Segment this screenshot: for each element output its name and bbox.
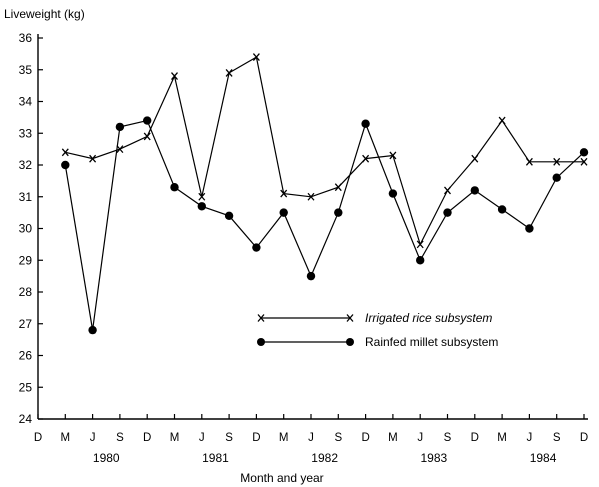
dot-point-marker	[416, 256, 425, 265]
y-axis: 24 25 26 27 28 29 30 31 32 33 34 35 36	[19, 31, 43, 426]
x-tick-label: J	[308, 432, 314, 444]
y-tick-label: 32	[19, 158, 33, 172]
x-tick-label: S	[444, 432, 452, 444]
x-point-marker	[280, 189, 288, 198]
x-point-marker	[61, 148, 69, 157]
x-tick-label: M	[388, 432, 398, 444]
dot-point-marker	[361, 119, 370, 128]
x-tick-label: D	[143, 432, 151, 444]
x-tick-label: J	[199, 432, 205, 444]
y-tick-label: 30	[19, 222, 33, 236]
dot-point-marker	[143, 116, 152, 125]
x-tick-label: M	[279, 432, 289, 444]
x-tick-label: D	[361, 432, 369, 444]
legend-x-marker	[257, 314, 265, 322]
y-axis-title: Liveweight (kg)	[4, 7, 85, 21]
y-tick-label: 36	[19, 31, 33, 45]
series-irrigated-rice	[61, 53, 588, 249]
x-point-marker	[471, 154, 479, 163]
year-label: 1982	[311, 451, 338, 465]
y-tick-label: 29	[19, 253, 33, 267]
series-line	[65, 56, 584, 246]
x-point-marker	[334, 183, 342, 192]
dot-point-marker	[470, 186, 479, 195]
legend-label: Irrigated rice subsystem	[365, 311, 492, 325]
dot-point-marker	[88, 325, 97, 335]
dot-point-marker	[170, 183, 179, 192]
dot-point-marker	[579, 148, 589, 157]
legend-label: Rainfed millet subsystem	[365, 335, 498, 349]
year-label: 1983	[420, 451, 447, 465]
x-point-marker	[116, 145, 124, 154]
y-tick-label: 25	[19, 380, 33, 394]
x-tick-label: S	[553, 432, 561, 444]
legend-dot-marker	[346, 338, 354, 346]
x-point-marker	[198, 192, 206, 201]
x-tick-label: D	[252, 432, 260, 444]
x-point-marker	[362, 154, 370, 163]
y-tick-label: 33	[19, 126, 33, 140]
x-point-marker	[553, 157, 561, 166]
x-tick-label: J	[90, 432, 96, 444]
y-tick-label: 27	[19, 317, 33, 331]
series-rainfed-millet	[61, 116, 589, 335]
x-point-marker	[143, 132, 151, 141]
legend-entry: Irrigated rice subsystem	[257, 311, 492, 325]
x-axis: D M J S D M J S D M J S D M J S D M J S D 1980 1981 1982 1983 198…	[34, 414, 588, 465]
legend: Irrigated rice subsystem Rainfed millet s…	[257, 311, 498, 349]
y-tick-label: 35	[19, 63, 33, 77]
dot-point-marker	[252, 243, 261, 252]
dot-point-marker	[306, 271, 316, 281]
x-point-marker	[171, 72, 178, 81]
x-tick-label: S	[334, 432, 342, 444]
dot-point-marker	[61, 160, 70, 170]
x-point-marker	[89, 154, 97, 163]
y-tick-label: 34	[19, 95, 33, 109]
y-tick-label: 26	[19, 349, 33, 363]
year-label: 1984	[530, 451, 557, 465]
x-tick-label: D	[34, 432, 42, 444]
x-tick-label: M	[170, 432, 180, 444]
x-tick-label: J	[527, 432, 533, 444]
x-tick-label: M	[61, 432, 71, 444]
y-tick-label: 24	[19, 412, 33, 426]
x-point-marker	[498, 116, 506, 125]
series-line	[64, 119, 585, 331]
dot-point-marker	[197, 202, 206, 211]
plot-area	[61, 53, 589, 335]
x-point-marker	[389, 151, 397, 160]
x-point-marker	[225, 69, 233, 77]
dot-point-marker	[334, 208, 343, 217]
x-tick-label: S	[225, 432, 233, 444]
legend-x-marker	[346, 314, 354, 322]
x-tick-label: D	[580, 432, 588, 444]
x-axis-title: Month and year	[240, 471, 323, 485]
x-point-marker	[525, 157, 533, 166]
dot-point-marker	[525, 224, 534, 233]
x-point-marker	[580, 157, 588, 166]
x-tick-label: S	[116, 432, 124, 444]
dot-point-marker	[224, 211, 234, 220]
x-point-marker	[307, 192, 315, 201]
dot-point-marker	[443, 208, 452, 217]
legend-dot-marker	[257, 338, 265, 346]
dot-point-marker	[115, 122, 125, 132]
y-tick-label: 28	[19, 285, 33, 299]
year-label: 1981	[202, 451, 229, 465]
x-tick-label: M	[497, 432, 507, 444]
dot-point-marker	[279, 208, 288, 217]
year-label: 1980	[93, 451, 120, 465]
x-point-marker	[416, 240, 424, 249]
legend-entry: Rainfed millet subsystem	[257, 335, 498, 349]
dot-point-marker	[388, 189, 398, 198]
x-point-marker	[252, 53, 260, 61]
x-tick-label: D	[471, 432, 479, 444]
x-tick-label: J	[417, 432, 423, 444]
x-point-marker	[444, 186, 451, 195]
dot-point-marker	[552, 173, 561, 182]
y-tick-label: 31	[19, 190, 33, 204]
dot-point-marker	[497, 205, 507, 214]
